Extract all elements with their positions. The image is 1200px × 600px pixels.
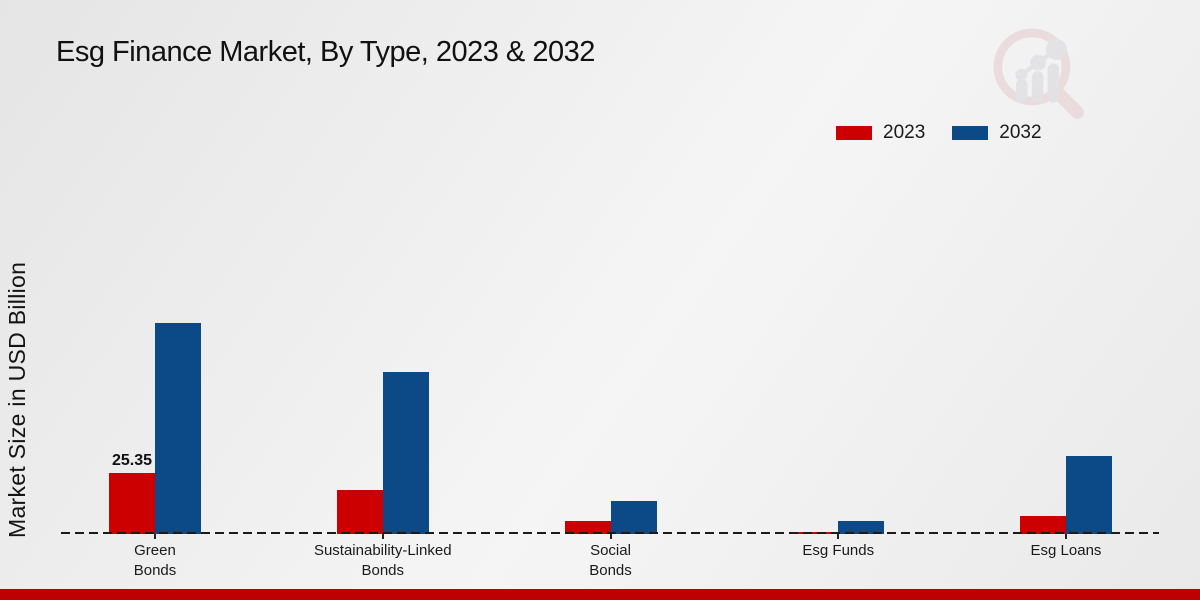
bar-value-label: 25.35 [111, 452, 153, 469]
category-label-sustainability-linked-bonds: Sustainability-Linked Bonds [313, 542, 452, 579]
x-axis-tick-esg-funds [837, 534, 840, 539]
legend-item-2023: 2023 [836, 122, 925, 144]
category-label-esg-funds: Esg Funds [802, 542, 875, 559]
legend-label-2023: 2023 [883, 122, 926, 143]
bar-2032-esg-loans [1066, 456, 1112, 534]
x-axis-tick-social-bonds [609, 534, 612, 539]
bar-2023-sustainability-linked-bonds [336, 490, 383, 534]
legend-item-2032: 2032 [952, 122, 1042, 144]
bar-2032-social-bonds [610, 501, 657, 534]
category-label-green-bonds: Green Bonds [133, 542, 177, 579]
legend-swatch-2023 [836, 126, 872, 140]
bar-2032-green-bonds [155, 323, 201, 534]
legend-label-2032: 2032 [999, 122, 1042, 143]
bar-2032-sustainability-linked-bonds [382, 372, 429, 534]
bar-2023-green-bonds [109, 473, 155, 534]
legend-swatch-2032 [952, 126, 989, 140]
x-axis-tick-sustainability-linked-bonds [381, 534, 384, 539]
legend: 2023 2032 [836, 122, 1042, 144]
footer-accent-bar [0, 589, 1200, 600]
bar-2032-esg-funds [838, 521, 885, 534]
magnifier-bar-chart-logo-icon [993, 28, 1084, 119]
bar-2023-social-bonds [564, 521, 611, 534]
category-label-social-bonds: Social Bonds [589, 542, 632, 579]
x-axis-dashed-line [61, 532, 1159, 534]
bar-2023-esg-loans [1020, 516, 1066, 534]
chart-title: Esg Finance Market, By Type, 2023 & 2032 [56, 36, 595, 68]
x-axis-tick-esg-loans [1065, 534, 1067, 539]
x-axis-tick-green-bonds [154, 534, 156, 539]
category-label-esg-loans: Esg Loans [1030, 542, 1102, 559]
